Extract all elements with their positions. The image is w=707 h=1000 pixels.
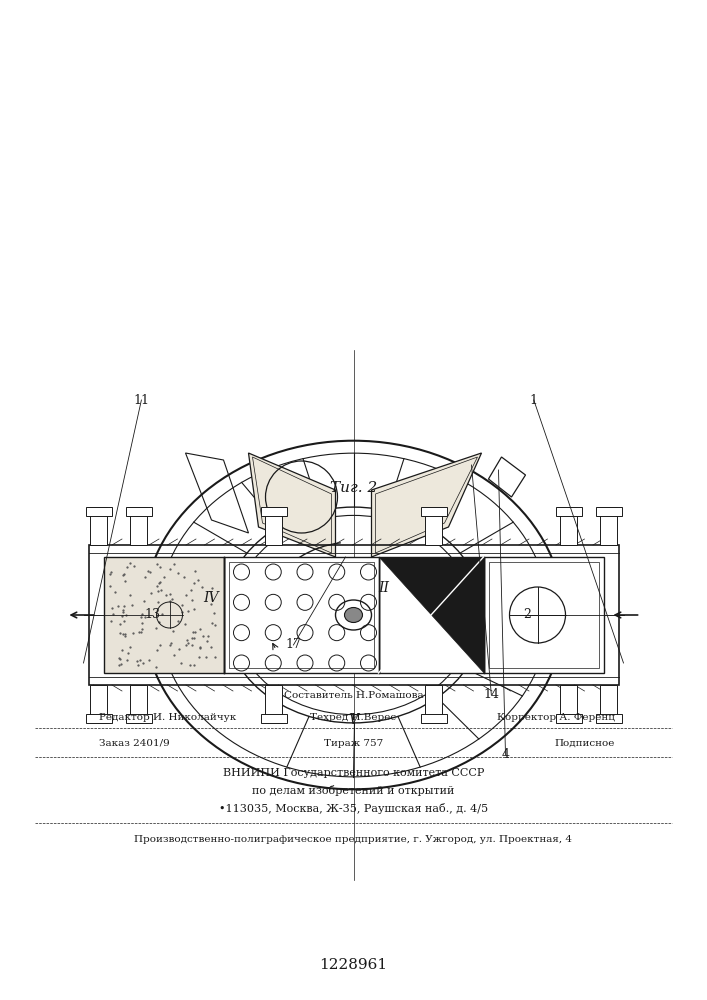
Text: Корректор А. Ференц: Корректор А. Ференц xyxy=(497,712,615,722)
Text: 1: 1 xyxy=(530,393,538,406)
Bar xyxy=(421,714,447,723)
Bar xyxy=(600,507,617,545)
Bar xyxy=(86,507,112,516)
Text: Тираж 757: Тираж 757 xyxy=(324,738,383,748)
Bar xyxy=(556,507,581,516)
Text: Техред И.Верес: Техред И.Верес xyxy=(310,712,397,722)
Bar xyxy=(560,507,577,545)
Text: 13: 13 xyxy=(144,608,160,621)
Bar xyxy=(90,507,107,545)
Bar xyxy=(425,685,442,723)
Text: IV: IV xyxy=(203,591,218,605)
Bar xyxy=(260,714,286,723)
Bar xyxy=(489,562,599,668)
Bar xyxy=(425,507,442,545)
Bar xyxy=(130,685,147,723)
Text: Производственно-полиграфическое предприятие, г. Ужгород, ул. Проектная, 4: Производственно-полиграфическое предприя… xyxy=(134,836,573,844)
Bar xyxy=(130,507,147,545)
Bar xyxy=(556,714,581,723)
Text: Редактор И. Николайчук: Редактор И. Николайчук xyxy=(99,712,236,722)
Bar xyxy=(223,557,378,673)
Text: ВНИИПИ Государственного комитета СССР: ВНИИПИ Государственного комитета СССР xyxy=(223,768,484,778)
Text: 1228961: 1228961 xyxy=(320,958,387,972)
Polygon shape xyxy=(371,453,481,557)
Bar xyxy=(103,557,223,673)
Text: V: V xyxy=(349,713,358,727)
Ellipse shape xyxy=(344,607,363,622)
Bar xyxy=(126,714,151,723)
Bar xyxy=(600,685,617,723)
Text: Τиг. 2: Τиг. 2 xyxy=(330,481,377,495)
Bar xyxy=(595,714,621,723)
Text: 14: 14 xyxy=(484,688,499,702)
Text: по делам изобретений и открытий: по делам изобретений и открытий xyxy=(252,786,455,796)
Text: •113035, Москва, Ж-35, Раушская наб., д. 4/5: •113035, Москва, Ж-35, Раушская наб., д.… xyxy=(219,804,488,814)
Bar xyxy=(560,685,577,723)
Text: Подписное: Подписное xyxy=(555,738,615,748)
Bar xyxy=(421,507,447,516)
Text: I: I xyxy=(469,591,475,605)
Text: II: II xyxy=(378,581,390,595)
Bar xyxy=(378,557,484,673)
Text: Составитель Н.Ромашова: Составитель Н.Ромашова xyxy=(284,690,423,700)
Text: 4: 4 xyxy=(501,748,510,762)
Bar xyxy=(228,562,373,668)
Bar xyxy=(595,507,621,516)
Bar xyxy=(484,557,604,673)
Polygon shape xyxy=(248,453,336,557)
Bar xyxy=(265,685,282,723)
Text: 2: 2 xyxy=(522,608,531,621)
Bar xyxy=(126,507,151,516)
Bar xyxy=(265,507,282,545)
Text: 11: 11 xyxy=(134,393,149,406)
Bar xyxy=(86,714,112,723)
Bar xyxy=(90,685,107,723)
Polygon shape xyxy=(378,557,484,673)
Bar xyxy=(88,545,619,685)
Text: Заказ 2401/9: Заказ 2401/9 xyxy=(99,738,170,748)
Text: 17: 17 xyxy=(286,639,301,652)
Bar xyxy=(260,507,286,516)
